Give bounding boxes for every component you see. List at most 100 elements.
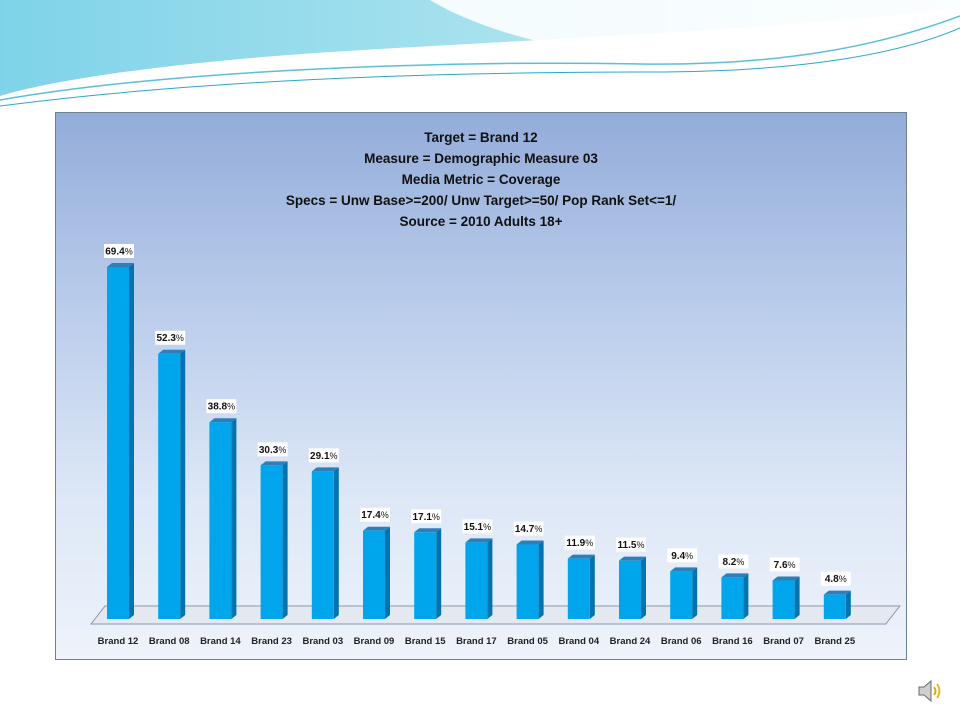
data-label-box: [616, 537, 646, 552]
bar: [567, 554, 595, 619]
bar-chart: 69.4% Brand 12 52.3% Brand 08 38.8% Brand 14 3…: [89, 244, 901, 647]
bar-top: [619, 556, 646, 561]
bar-side: [231, 418, 237, 619]
bar-front: [516, 544, 539, 619]
chart-floor: [89, 605, 901, 625]
bar: [465, 538, 493, 619]
bar-front: [311, 471, 334, 619]
data-label: 30.3%: [259, 445, 286, 456]
data-label: 69.4%: [105, 247, 132, 258]
data-label: 11.9%: [566, 538, 593, 549]
data-label: 8.2%: [722, 557, 744, 568]
bar-side: [845, 590, 851, 619]
bar-top: [465, 538, 493, 543]
bar: [721, 573, 749, 619]
data-label: 7.6%: [774, 560, 796, 571]
bar-front: [414, 532, 437, 619]
data-label: 17.1%: [412, 512, 439, 523]
bar-top: [260, 461, 288, 466]
bar-side: [794, 576, 800, 619]
bar-front: [209, 422, 232, 619]
bar-front: [107, 267, 129, 619]
bar-side: [487, 538, 493, 619]
x-tick-label: Brand 14: [200, 636, 241, 647]
chart-title-line: Measure = Demographic Measure 03: [364, 151, 598, 166]
bar-front: [772, 580, 795, 619]
x-tick-label: Brand 07: [763, 636, 804, 647]
data-label-box: [206, 399, 237, 414]
data-label: 38.8%: [208, 402, 235, 413]
header-swoosh-decoration: [0, 0, 960, 107]
data-label: 4.8%: [825, 574, 847, 585]
data-label-box: [257, 442, 288, 457]
data-label: 17.4%: [361, 510, 388, 521]
bar-top: [823, 590, 851, 595]
bar-top: [414, 528, 442, 533]
chart-title-line: Target = Brand 12: [424, 130, 538, 145]
bar: [772, 576, 800, 619]
data-label-box: [667, 548, 698, 563]
x-tick-label: Brand 03: [302, 636, 343, 647]
x-tick-label: Brand 05: [507, 636, 548, 647]
bar: [823, 590, 851, 619]
bar-front: [158, 353, 181, 619]
x-tick-label: Brand 17: [456, 636, 497, 647]
chart-frame: 69.4% Brand 12 52.3% Brand 08 38.8% Brand 14 3…: [55, 112, 907, 660]
speaker-icon[interactable]: [916, 678, 944, 704]
bar-side: [436, 528, 442, 619]
chart-title-line: Source = 2010 Adults 18+: [399, 214, 563, 229]
data-label: 29.1%: [310, 451, 337, 462]
bar-top: [158, 349, 186, 354]
data-label-box: [104, 244, 134, 258]
x-tick-label: Brand 09: [354, 636, 395, 647]
x-tick-label: Brand 08: [149, 636, 190, 647]
bar: [107, 263, 134, 619]
data-label: 14.7%: [515, 524, 542, 535]
bar: [670, 567, 698, 619]
chart-title-line: Specs = Unw Base>=200/ Unw Target>=50/ P…: [285, 193, 677, 208]
bar: [516, 540, 544, 619]
bar-top: [721, 573, 749, 578]
data-label: 52.3%: [156, 333, 183, 344]
bar-side: [385, 526, 390, 619]
bar: [260, 461, 288, 619]
data-label-box: [308, 448, 339, 463]
bar-side: [743, 573, 749, 619]
bar: [158, 349, 186, 619]
chart-title-line: Media Metric = Coverage: [401, 172, 561, 187]
bar-side: [282, 461, 288, 619]
bar-front: [260, 465, 283, 619]
bar-side: [641, 556, 646, 619]
bar: [311, 467, 339, 619]
bar-side: [129, 263, 134, 619]
bar-top: [567, 554, 595, 559]
bar-front: [363, 530, 385, 619]
bar: [619, 556, 646, 619]
bar-top: [209, 418, 237, 423]
data-label-box: [462, 519, 493, 534]
x-tick-label: Brand 23: [251, 636, 292, 647]
x-tick-label: Brand 06: [661, 636, 702, 647]
data-label-box: [513, 521, 544, 536]
bar-top: [670, 567, 698, 572]
bar-front: [567, 558, 590, 619]
data-label: 9.4%: [671, 551, 693, 562]
data-label: 11.5%: [618, 540, 645, 551]
bar-top: [516, 540, 544, 545]
bar-side: [180, 349, 186, 619]
data-label-box: [718, 554, 749, 569]
bar: [209, 418, 237, 619]
bar-front: [721, 577, 744, 619]
data-label-box: [155, 330, 186, 345]
bar: [414, 528, 442, 619]
bar-side: [589, 554, 595, 619]
chart-title: Target = Brand 12 Measure = Demographic …: [56, 127, 906, 232]
data-label-box: [564, 535, 595, 550]
bar-side: [333, 467, 339, 619]
data-label: 15.1%: [464, 522, 491, 533]
bar-front: [465, 542, 488, 619]
bar-top: [107, 263, 134, 267]
x-tick-label: Brand 25: [814, 636, 855, 647]
x-tick-label: Brand 16: [712, 636, 753, 647]
data-label-box: [820, 571, 851, 586]
